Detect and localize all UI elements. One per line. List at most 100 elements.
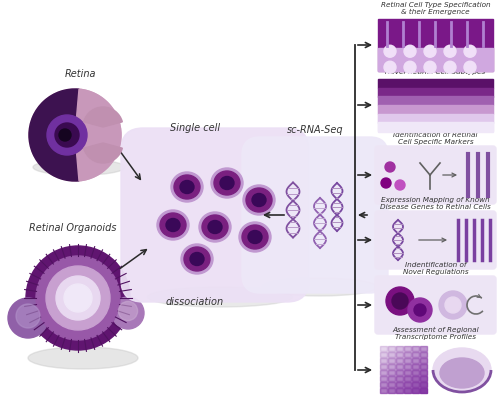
Bar xyxy=(412,352,419,357)
Circle shape xyxy=(385,162,395,172)
Ellipse shape xyxy=(28,347,138,369)
Circle shape xyxy=(445,297,461,313)
Bar xyxy=(380,346,387,351)
Ellipse shape xyxy=(171,172,203,202)
Bar xyxy=(380,352,387,357)
Text: Retinal Cell Type Specification
& their Emergence: Retinal Cell Type Specification & their … xyxy=(380,2,490,15)
Ellipse shape xyxy=(262,278,378,296)
Bar xyxy=(404,364,411,369)
Bar xyxy=(420,346,427,351)
Ellipse shape xyxy=(440,358,484,388)
Bar xyxy=(380,370,387,375)
Ellipse shape xyxy=(202,215,228,239)
Bar xyxy=(396,376,403,381)
Bar xyxy=(378,96,493,106)
Circle shape xyxy=(464,45,476,57)
Bar xyxy=(388,352,395,357)
Circle shape xyxy=(464,61,476,73)
Circle shape xyxy=(47,115,87,155)
Bar xyxy=(380,376,387,381)
FancyBboxPatch shape xyxy=(375,146,496,204)
Bar xyxy=(420,388,427,393)
Bar xyxy=(396,352,403,357)
Bar xyxy=(388,346,395,351)
Bar xyxy=(380,388,387,393)
Bar xyxy=(378,79,493,88)
Ellipse shape xyxy=(214,171,240,195)
Bar xyxy=(378,88,493,97)
Circle shape xyxy=(46,266,110,330)
Ellipse shape xyxy=(433,348,491,392)
Bar xyxy=(420,358,427,363)
Circle shape xyxy=(112,297,144,329)
Bar xyxy=(380,382,387,387)
Bar xyxy=(396,388,403,393)
Wedge shape xyxy=(84,143,122,163)
Bar xyxy=(404,388,411,393)
Bar xyxy=(404,358,411,363)
Text: Indentification of
Novel Regulations: Indentification of Novel Regulations xyxy=(402,262,468,275)
FancyBboxPatch shape xyxy=(375,211,496,269)
Bar xyxy=(412,364,419,369)
Circle shape xyxy=(59,129,71,141)
Circle shape xyxy=(381,178,391,188)
Wedge shape xyxy=(84,107,122,127)
Text: Expression Mapping of Known
Disease Genes to Retinal Cells: Expression Mapping of Known Disease Gene… xyxy=(380,197,491,210)
Bar xyxy=(378,105,493,114)
Bar xyxy=(420,370,427,375)
Bar xyxy=(388,388,395,393)
Circle shape xyxy=(384,45,396,57)
Ellipse shape xyxy=(157,210,189,240)
Text: Identification of Retinal
Cell Specific Markers: Identification of Retinal Cell Specific … xyxy=(393,132,478,145)
Bar xyxy=(378,122,493,132)
Ellipse shape xyxy=(242,225,268,249)
Circle shape xyxy=(56,276,100,320)
Circle shape xyxy=(424,61,436,73)
Bar xyxy=(420,352,427,357)
Bar xyxy=(396,364,403,369)
Ellipse shape xyxy=(174,175,200,199)
Ellipse shape xyxy=(208,220,222,233)
Bar xyxy=(420,382,427,387)
Bar xyxy=(412,376,419,381)
Ellipse shape xyxy=(180,180,194,194)
Text: Retinal Organoids: Retinal Organoids xyxy=(29,223,117,233)
Circle shape xyxy=(29,89,121,181)
Circle shape xyxy=(384,61,396,73)
FancyBboxPatch shape xyxy=(378,19,493,71)
Circle shape xyxy=(444,45,456,57)
Circle shape xyxy=(414,304,426,316)
Text: Single cell: Single cell xyxy=(170,123,220,133)
Bar xyxy=(388,382,395,387)
FancyBboxPatch shape xyxy=(242,137,388,293)
Bar xyxy=(388,370,395,375)
Ellipse shape xyxy=(252,194,266,206)
Bar xyxy=(380,364,387,369)
Circle shape xyxy=(16,304,40,328)
Ellipse shape xyxy=(190,252,204,266)
Text: Identification of Known &
Novel Retinal Cell Subtypes: Identification of Known & Novel Retinal … xyxy=(386,62,486,75)
Bar xyxy=(404,376,411,381)
Ellipse shape xyxy=(243,185,275,215)
Bar xyxy=(404,370,411,375)
Circle shape xyxy=(386,287,414,315)
Circle shape xyxy=(408,298,432,322)
Wedge shape xyxy=(29,89,79,181)
Circle shape xyxy=(424,45,436,57)
Circle shape xyxy=(404,45,416,57)
Text: Retina: Retina xyxy=(64,69,96,79)
Wedge shape xyxy=(75,89,121,181)
Bar xyxy=(412,370,419,375)
Bar xyxy=(388,358,395,363)
Circle shape xyxy=(8,298,48,338)
Ellipse shape xyxy=(239,222,271,252)
Ellipse shape xyxy=(184,247,210,271)
Ellipse shape xyxy=(220,176,234,189)
Text: dissociation: dissociation xyxy=(166,297,224,307)
Text: sc-RNA-Seq: sc-RNA-Seq xyxy=(286,125,344,135)
Bar xyxy=(420,364,427,369)
Ellipse shape xyxy=(211,168,243,198)
Circle shape xyxy=(444,61,456,73)
Ellipse shape xyxy=(166,219,180,231)
Circle shape xyxy=(118,301,138,321)
